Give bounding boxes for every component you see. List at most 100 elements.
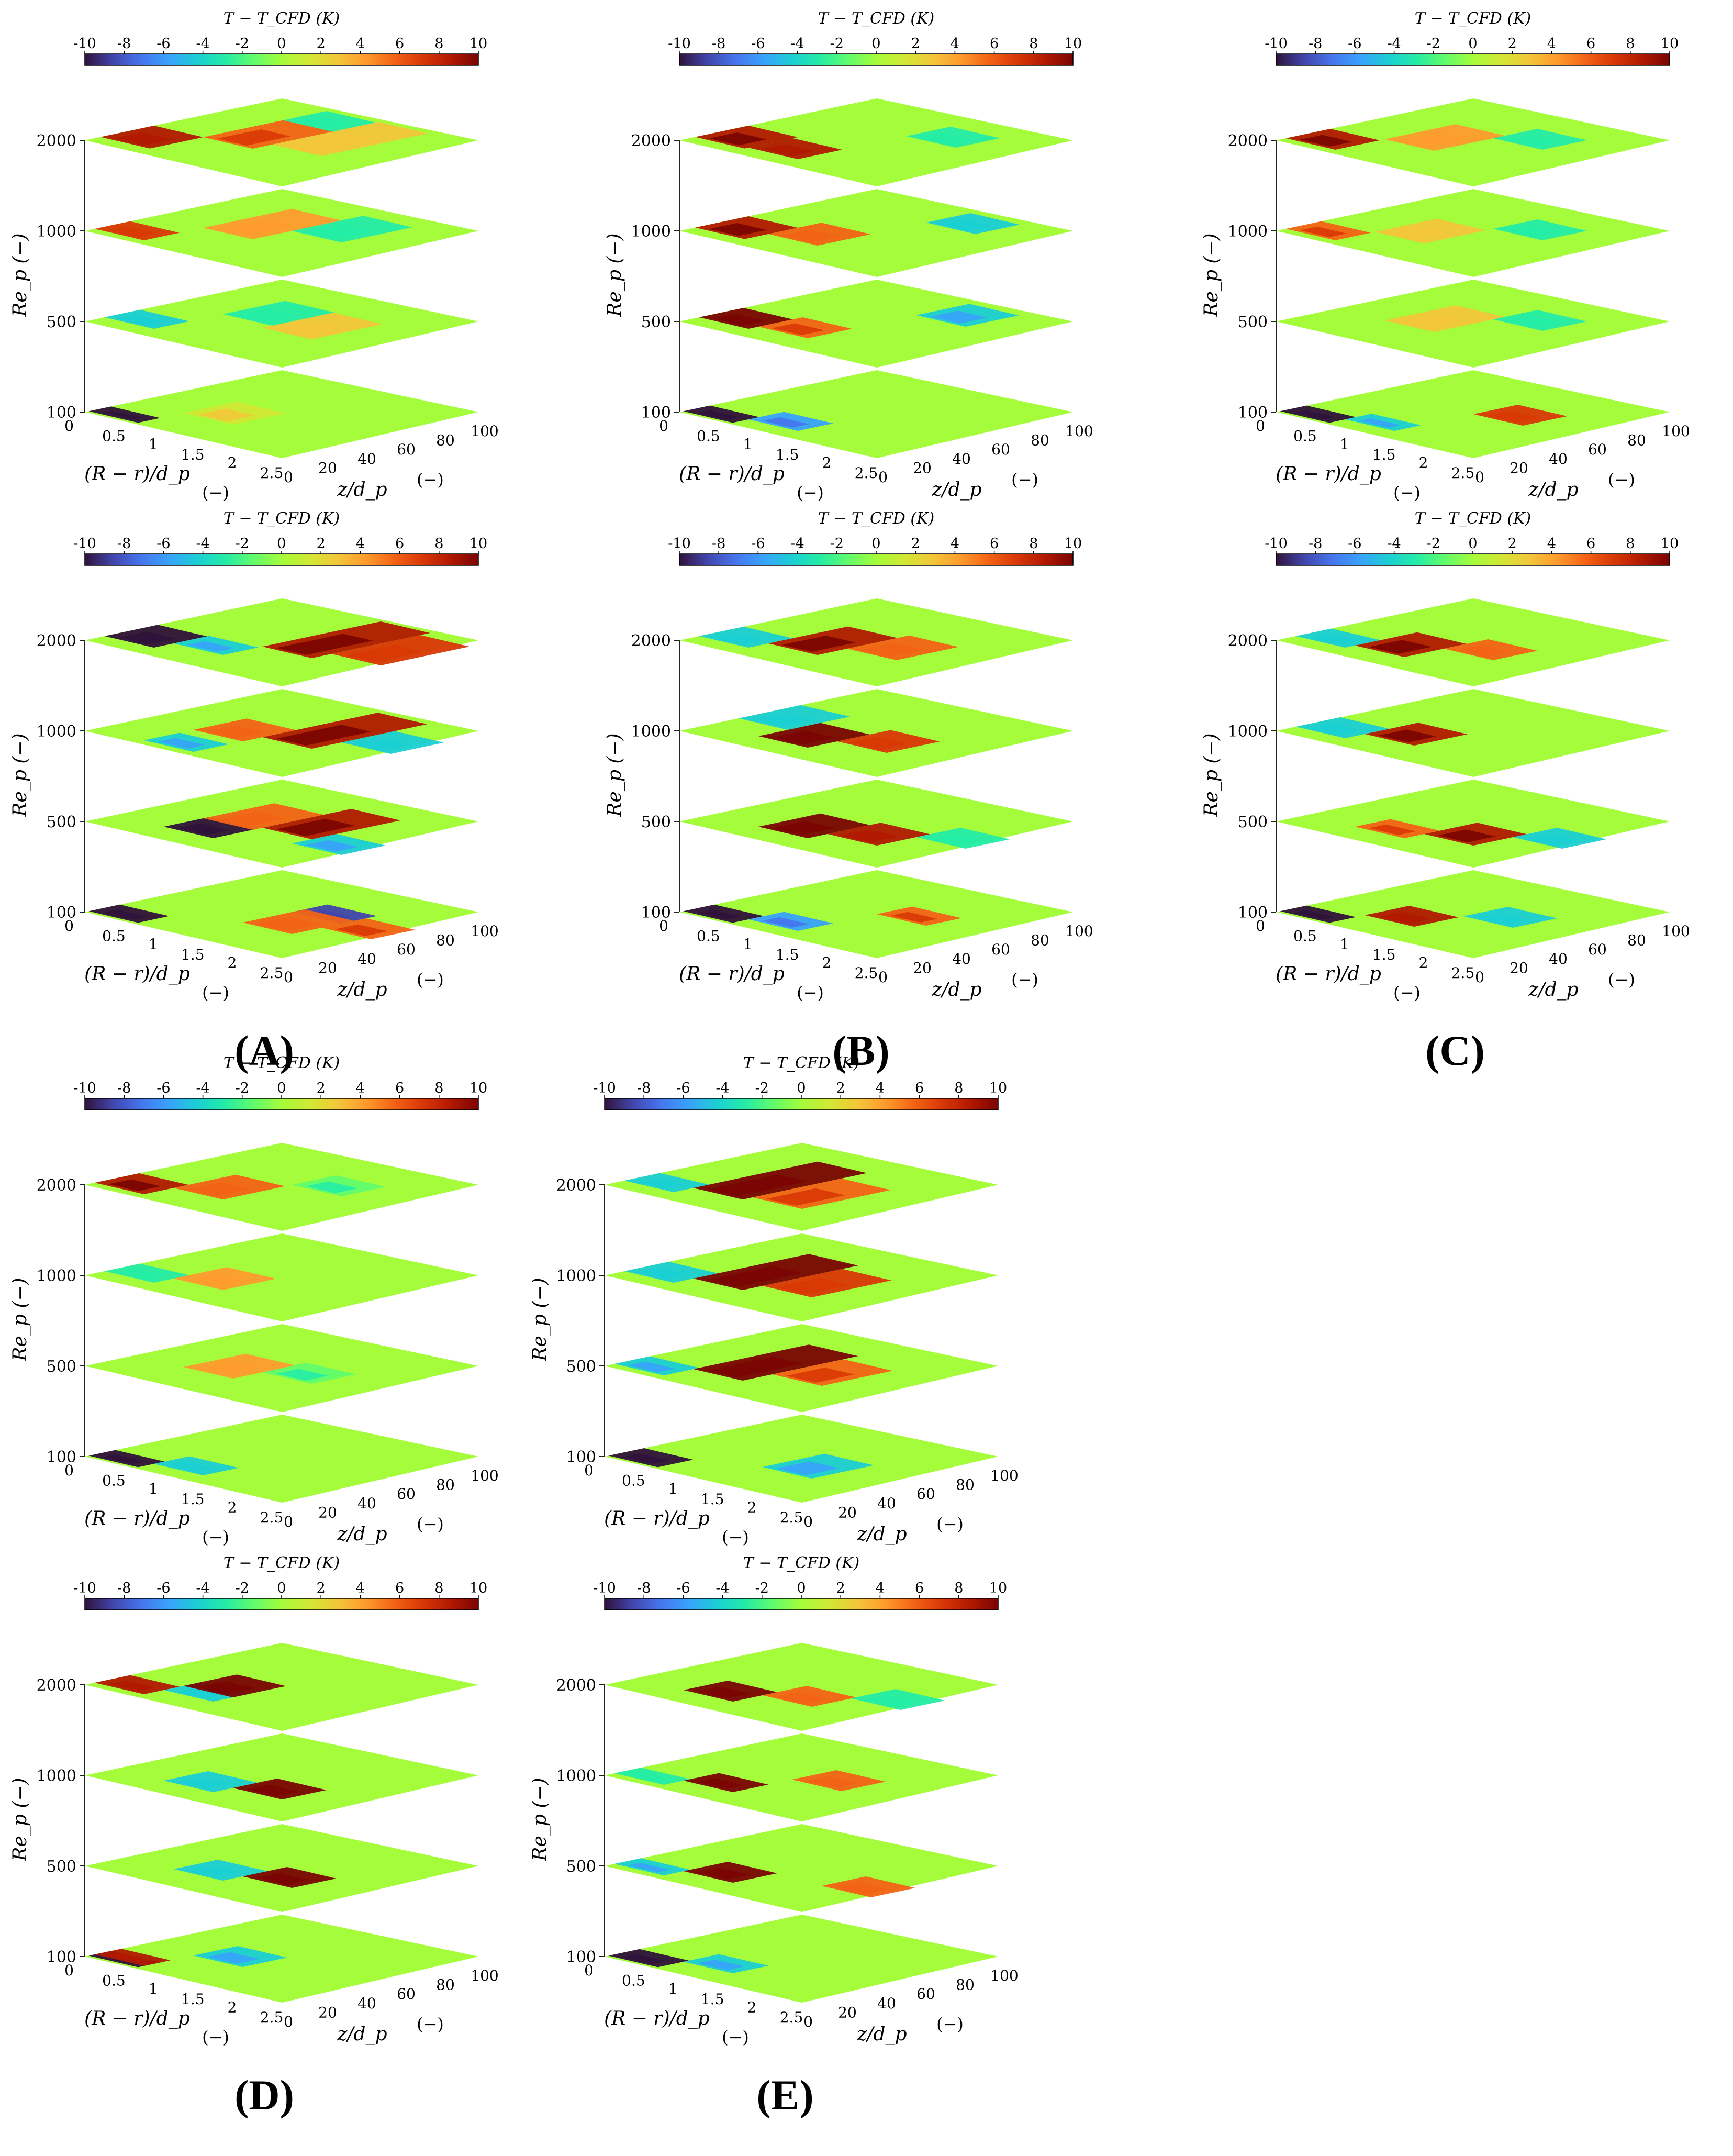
colorbar-tick-label: 4	[951, 36, 959, 52]
chart-a-top: T − T_CFD (K)-10 -8 -6 -4 -2 0 2 4 6 8 10200010005…	[9, 9, 499, 503]
y-tick-label: 80	[1627, 932, 1646, 949]
z-tick-label: 2000	[631, 632, 671, 650]
y-tick-label: 60	[991, 441, 1010, 458]
heatmap-cell	[806, 1776, 858, 1788]
colorbar-tick-label: 8	[954, 1580, 963, 1596]
z-tick-label: 500	[47, 1858, 76, 1876]
plane-re-2000: 2000	[37, 598, 478, 686]
heatmap-cell	[762, 917, 810, 928]
y-tick-label: 0	[284, 969, 293, 986]
y-tick-label: 60	[916, 1985, 935, 2003]
colorbar-tick-label: 2	[317, 36, 326, 52]
colorbar-tick-label: -6	[751, 36, 765, 52]
colorbar-tick-label: 6	[395, 1080, 404, 1096]
heatmap-cell	[1526, 833, 1579, 846]
plane-re-1000: 1000	[37, 689, 478, 777]
x-tick-label: 1	[149, 936, 158, 953]
x-tick-label: 2	[1419, 954, 1428, 971]
colorbar-tick-label: 4	[356, 536, 365, 552]
heatmap-cell	[890, 912, 938, 923]
x-tick-label: 0	[64, 917, 74, 935]
y-axis-unit: (−)	[417, 970, 444, 990]
chart-c-top: T − T_CFD (K)-10 -8 -6 -4 -2 0 2 4 6 8 10200010005…	[1201, 9, 1690, 503]
heatmap-cell	[114, 132, 172, 146]
y-tick-label: 80	[1031, 932, 1049, 949]
z-tick-label: 1000	[631, 223, 671, 241]
x-tick-label: 1	[1340, 436, 1349, 453]
colorbar-tick-label: 0	[1468, 36, 1477, 52]
plane-re-1000: 1000	[1228, 689, 1670, 777]
colorbar	[84, 1598, 479, 1610]
colorbar-tick-label: 10	[1064, 536, 1082, 552]
colorbar-tick-label: -10	[668, 536, 690, 552]
colorbar-tick-label: -4	[196, 1080, 209, 1096]
y-tick-label: 100	[990, 1967, 1018, 1984]
plane-background	[605, 1415, 998, 1503]
colorbar-tick-label: 0	[277, 536, 286, 552]
heatmap-cell	[335, 924, 388, 936]
z-tick-label: 100	[641, 404, 671, 422]
heatmap-cell	[776, 1692, 829, 1704]
y-tick-label: 60	[397, 1485, 416, 1503]
heatmap-cell	[697, 410, 739, 420]
x-tick-label: 0.5	[1293, 928, 1317, 945]
colorbar-tick-label: 4	[356, 36, 365, 52]
colorbar-tick-label: -6	[156, 36, 170, 52]
x-tick-label: 2.5	[260, 464, 284, 482]
heatmap-cell	[1379, 912, 1431, 924]
plane-re-1000: 1000	[37, 1733, 478, 1821]
y-axis-label: z/d_p	[337, 1524, 387, 1545]
colorbar-tick-label: -10	[593, 1580, 616, 1596]
x-axis-unit: (−)	[1393, 483, 1421, 503]
y-tick-label: 20	[318, 1504, 337, 1521]
plane-re-1000: 1000	[37, 189, 478, 277]
colorbar-tick-label: 0	[871, 36, 880, 52]
colorbar-title: T − T_CFD (K)	[818, 9, 934, 28]
colorbar-tick-label: 6	[1586, 536, 1595, 552]
x-axis-label: (R − r)/d_p	[679, 963, 785, 985]
heatmap-cell	[217, 129, 291, 146]
colorbar-tick-label: 2	[1508, 536, 1517, 552]
colorbar	[84, 1098, 479, 1110]
x-tick-label: 1.5	[181, 946, 205, 963]
x-axis-label: (R − r)/d_p	[1276, 963, 1381, 985]
z-tick-label: 500	[566, 1858, 596, 1876]
heatmap-cell	[835, 1882, 888, 1894]
heatmap-cell	[940, 219, 992, 231]
colorbar	[84, 53, 479, 66]
y-axis-label: z/d_p	[337, 979, 387, 1001]
heatmap-cell	[628, 1862, 670, 1872]
plane-re-100: 100	[47, 1915, 478, 2003]
y-axis-unit: (−)	[1011, 970, 1038, 990]
colorbar-tick-label: 0	[1468, 536, 1477, 552]
colorbar-tick-label: -10	[668, 36, 690, 52]
z-tick-label: 1000	[556, 1267, 596, 1285]
colorbar-tick-label: -8	[637, 1080, 651, 1096]
heatmap-cell	[1438, 829, 1496, 842]
y-axis-unit: (−)	[1608, 970, 1635, 990]
y-axis-label: z/d_p	[1528, 979, 1578, 1001]
heatmap-cell	[622, 1954, 667, 1964]
plane-re-500: 500	[47, 780, 478, 868]
colorbar-tick-label: -4	[1387, 536, 1401, 552]
colorbar-tick-label: 6	[990, 36, 999, 52]
x-tick-label: 1	[668, 1480, 678, 1497]
panel-label-a: (A)	[234, 1027, 294, 1074]
y-tick-label: 80	[956, 1476, 975, 1494]
chart-c-bottom: T − T_CFD (K)-10 -8 -6 -4 -2 0 2 4 6 8 10200010005…	[1201, 509, 1690, 1003]
colorbar-tick-label: 10	[1661, 36, 1679, 52]
y-tick-label: 20	[913, 959, 932, 976]
heatmap-cell	[772, 730, 835, 744]
colorbar-tick-label: 8	[1029, 36, 1038, 52]
colorbar-tick-label: 4	[1547, 36, 1556, 52]
x-tick-label: 2.5	[780, 2009, 803, 2026]
z-tick-label: 100	[566, 1948, 596, 1966]
colorbar-tick-label: 10	[1064, 36, 1082, 52]
heatmap-cell	[709, 223, 767, 236]
colorbar-tick-label: 2	[911, 36, 920, 52]
x-tick-label: 0.5	[622, 1972, 645, 1990]
heatmap-cell	[1369, 640, 1432, 654]
y-tick-label: 0	[1475, 469, 1484, 486]
y-axis-unit: (−)	[417, 1514, 444, 1534]
x-tick-label: 0	[659, 917, 668, 935]
